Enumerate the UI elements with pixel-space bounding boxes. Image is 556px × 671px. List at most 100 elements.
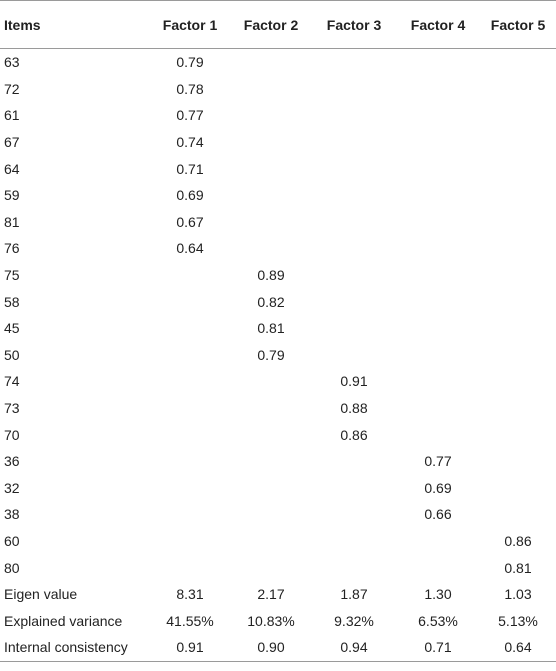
factor-5-cell: [480, 288, 556, 315]
table-row: 74 0.91: [0, 368, 556, 395]
row-label-cell: 32: [4, 479, 20, 496]
row-label-cell: 70: [4, 426, 20, 443]
header-row: Items Factor 1 Factor 2 Factor 3 Factor …: [0, 0, 556, 49]
factor-3-cell: [312, 554, 396, 581]
row-label-cell: 75: [4, 267, 20, 284]
factor-1-cell: [150, 368, 230, 395]
factor-5-cell: [480, 475, 556, 502]
factor-2-cell: [230, 448, 312, 475]
row-label-cell: Internal consistency: [0, 634, 150, 662]
table-row: 80 0.81: [0, 554, 556, 581]
row-label-cell: 76: [4, 240, 20, 257]
table-row: 70 0.86: [0, 421, 556, 448]
row-label-cell: 45: [4, 320, 20, 337]
factor-5-cell: [480, 76, 556, 103]
factor-2-cell: [230, 421, 312, 448]
table-row: 38 0.66: [0, 501, 556, 528]
row-label-cell: 80: [4, 559, 20, 576]
factor-1-cell: 0.74: [176, 134, 204, 151]
factor-1-cell: 8.31: [176, 586, 204, 603]
factor-2-cell: [230, 395, 312, 422]
factor-2-cell: 10.83%: [247, 612, 295, 629]
column-header-factor-3: Factor 3: [312, 0, 396, 49]
factor-2-cell: [230, 102, 312, 129]
factor-4-cell: [396, 554, 480, 581]
factor-1-cell: 0.78: [176, 80, 204, 97]
factor-4-cell: 0.69: [424, 479, 452, 496]
table-body: 63 0.79 72 0.78 61 0.77 67 0.74 64 0.71 59 0.69 81 0.…: [0, 49, 556, 662]
row-label-cell: 38: [4, 506, 20, 523]
table-row: 63 0.79: [0, 49, 556, 76]
row-label-cell: Eigen value: [4, 586, 78, 603]
row-label-cell: 58: [4, 293, 20, 310]
factor-4-cell: 6.53%: [418, 612, 458, 629]
row-label-cell: 81: [4, 213, 20, 230]
factor-5-cell: [480, 421, 556, 448]
factor-3-cell: [312, 102, 396, 129]
factor-5-cell: [480, 262, 556, 289]
factor-3-cell: 0.88: [340, 400, 368, 417]
factor-3-cell: [312, 501, 396, 528]
factor-2-cell: 0.90: [230, 634, 312, 662]
row-label-cell: 60: [4, 532, 20, 549]
factor-1-cell: 0.69: [176, 187, 204, 204]
factor-2-cell: [230, 235, 312, 262]
factor-3-cell: [312, 209, 396, 236]
table-row: 60 0.86: [0, 528, 556, 555]
factor-1-cell: [150, 448, 230, 475]
factor-5-cell: 0.81: [504, 559, 532, 576]
column-header-items: Items: [0, 0, 150, 49]
factor-4-cell: [396, 421, 480, 448]
factor-3-cell: [312, 129, 396, 156]
row-label-cell: 63: [4, 54, 20, 71]
table-row: Explained variance 41.55% 10.83% 9.32% 6.53%…: [0, 607, 556, 634]
factor-1-cell: [150, 528, 230, 555]
table-row: 32 0.69: [0, 475, 556, 502]
factor-5-cell: 0.64: [480, 634, 556, 662]
factor-4-cell: 1.30: [424, 586, 452, 603]
factor-2-cell: 0.89: [257, 267, 285, 284]
factor-5-cell: 0.86: [504, 532, 532, 549]
factor-1-cell: 0.79: [176, 54, 204, 71]
table-row: 59 0.69: [0, 182, 556, 209]
column-header-factor-2: Factor 2: [230, 0, 312, 49]
factor-5-cell: [480, 501, 556, 528]
factor-5-cell: [480, 448, 556, 475]
table-row: 36 0.77: [0, 448, 556, 475]
factor-5-cell: [480, 182, 556, 209]
factor-1-cell: [150, 501, 230, 528]
factor-3-cell: [312, 155, 396, 182]
factor-1-cell: [150, 554, 230, 581]
table-row: 67 0.74: [0, 129, 556, 156]
factor-4-cell: [396, 209, 480, 236]
factor-1-cell: [150, 421, 230, 448]
factor-5-cell: 1.03: [504, 586, 532, 603]
factor-5-cell: [480, 155, 556, 182]
factor-2-cell: [230, 129, 312, 156]
table-row: 50 0.79: [0, 342, 556, 369]
row-label-cell: 73: [4, 400, 20, 417]
factor-5-cell: [480, 395, 556, 422]
factor-4-cell: [396, 262, 480, 289]
factor-4-cell: [396, 315, 480, 342]
factor-5-cell: [480, 235, 556, 262]
factor-4-cell: 0.71: [396, 634, 480, 662]
factor-4-cell: [396, 528, 480, 555]
factor-4-cell: [396, 288, 480, 315]
factor-2-cell: [230, 182, 312, 209]
column-header-factor-1: Factor 1: [150, 0, 230, 49]
row-label-cell: 74: [4, 373, 20, 390]
table-row: 76 0.64: [0, 235, 556, 262]
factor-5-cell: [480, 368, 556, 395]
table-row: 61 0.77: [0, 102, 556, 129]
factor-5-cell: [480, 49, 556, 76]
factor-1-cell: 0.64: [176, 240, 204, 257]
factor-1-cell: 0.67: [176, 213, 204, 230]
factor-1-cell: [150, 342, 230, 369]
row-label-cell: Explained variance: [4, 612, 123, 629]
factor-4-cell: [396, 76, 480, 103]
factor-3-cell: 0.91: [340, 373, 368, 390]
factor-3-cell: [312, 288, 396, 315]
factor-2-cell: [230, 76, 312, 103]
factor-3-cell: [312, 342, 396, 369]
